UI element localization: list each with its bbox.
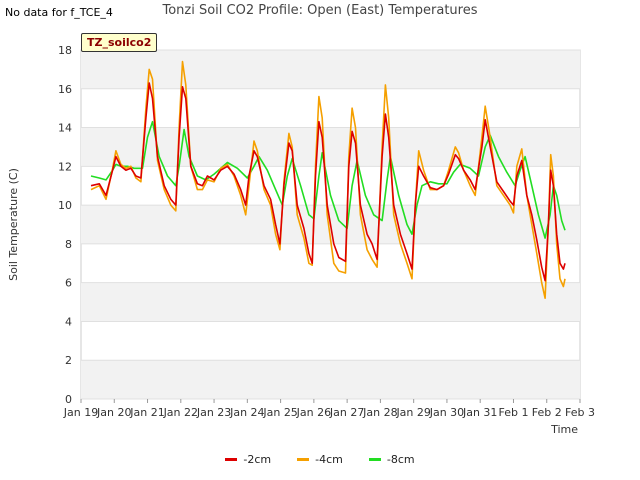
legend-item-2cm: -2cm: [225, 453, 271, 466]
x-tick-label: Jan 29: [395, 406, 430, 419]
x-tick-label: Jan 21: [129, 406, 164, 419]
grid-band: [81, 282, 580, 322]
series-line-minus-2cm: [90, 82, 566, 282]
y-tick-label: 10: [58, 199, 72, 212]
legend-item-4cm: -4cm: [297, 453, 343, 466]
grid-band: [81, 360, 580, 399]
x-tick-label: Jan 27: [329, 406, 364, 419]
y-tick-label: 0: [65, 393, 72, 406]
y-axis-label: Soil Temperature (C): [7, 168, 20, 281]
y-tick-label: 16: [58, 83, 72, 96]
y-tick-label: 18: [58, 44, 72, 57]
y-tick-label: 12: [58, 160, 72, 173]
grid-band: [81, 50, 580, 89]
x-axis-label: Time: [550, 423, 578, 436]
series-line-minus-8cm: [90, 120, 566, 239]
x-tick-label: Jan 19: [63, 406, 98, 419]
x-tick-label: Jan 25: [262, 406, 297, 419]
x-tick-label: Feb 3: [565, 406, 595, 419]
x-tick-label: Jan 22: [163, 406, 198, 419]
x-tick-label: Jan 30: [429, 406, 464, 419]
y-tick-label: 14: [58, 122, 72, 135]
legend-swatch-2cm: [225, 458, 238, 461]
y-tick-label: 8: [65, 238, 72, 251]
x-tick-label: Jan 23: [196, 406, 231, 419]
legend-label-2cm: -2cm: [243, 453, 272, 466]
legend-label-4cm: -4cm: [315, 453, 343, 466]
no-data-note: No data for f_TCE_4: [5, 6, 113, 19]
y-tick-label: 6: [65, 277, 72, 290]
x-tick-label: Feb 2: [532, 406, 562, 419]
x-tick-label: Jan 28: [362, 406, 397, 419]
chart-title: Tonzi Soil CO2 Profile: Open (East) Temp…: [162, 3, 478, 18]
legend-label-8cm: -8cm: [386, 453, 415, 466]
x-tick-label: Jan 31: [462, 406, 497, 419]
x-tick-label: Jan 24: [229, 406, 264, 419]
x-tick-label: Jan 26: [296, 406, 331, 419]
legend-swatch-8cm: [368, 458, 381, 461]
y-tick-label: 2: [65, 354, 72, 367]
x-tick-label: Feb 1: [498, 406, 528, 419]
legend: -2cm -4cm -8cm: [0, 453, 640, 466]
grid-band: [81, 127, 580, 167]
y-tick-label: 4: [65, 315, 72, 328]
x-tick-label: Jan 20: [96, 406, 131, 419]
series-badge: TZ_soilco2: [81, 33, 158, 52]
legend-swatch-4cm: [297, 458, 310, 461]
legend-item-8cm: -8cm: [368, 453, 415, 466]
